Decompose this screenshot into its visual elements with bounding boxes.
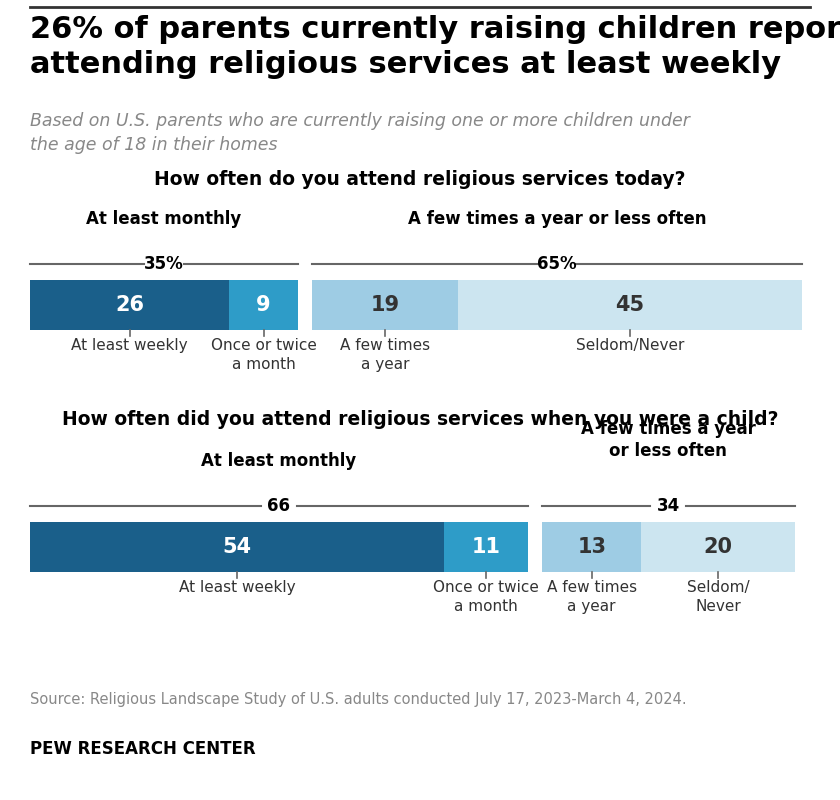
Bar	[30, 522, 444, 572]
Bar	[444, 522, 528, 572]
Text: Once or twice
a month: Once or twice a month	[211, 338, 317, 371]
Text: Once or twice
a month: Once or twice a month	[433, 580, 538, 614]
Text: 13: 13	[577, 537, 606, 557]
Text: 19: 19	[370, 295, 400, 315]
Text: At least weekly: At least weekly	[179, 580, 295, 595]
Text: Based on U.S. parents who are currently raising one or more children under
the a: Based on U.S. parents who are currently …	[30, 112, 690, 154]
Bar	[229, 280, 298, 330]
Text: 9: 9	[256, 295, 271, 315]
Text: At least monthly: At least monthly	[202, 452, 356, 470]
Text: 11: 11	[471, 537, 501, 557]
Text: 66: 66	[267, 497, 291, 515]
Bar	[30, 280, 229, 330]
Text: 35%: 35%	[144, 255, 184, 273]
Text: How often do you attend religious services today?: How often do you attend religious servic…	[155, 170, 685, 189]
Text: 65%: 65%	[538, 255, 577, 273]
Text: At least monthly: At least monthly	[87, 210, 242, 228]
Text: 26: 26	[115, 295, 144, 315]
Text: 26% of parents currently raising children report
attending religious services at: 26% of parents currently raising childre…	[30, 15, 840, 78]
Text: 20: 20	[704, 537, 732, 557]
Bar	[642, 522, 795, 572]
Text: PEW RESEARCH CENTER: PEW RESEARCH CENTER	[30, 740, 255, 758]
Text: Source: Religious Landscape Study of U.S. adults conducted July 17, 2023-March 4: Source: Religious Landscape Study of U.S…	[30, 692, 686, 707]
Text: A few times
a year: A few times a year	[340, 338, 430, 371]
Text: A few times a year
or less often: A few times a year or less often	[580, 420, 756, 460]
Bar	[458, 280, 802, 330]
Text: How often did you attend religious services when you were a child?: How often did you attend religious servi…	[62, 410, 778, 429]
Text: 45: 45	[616, 295, 644, 315]
Text: Seldom/Never: Seldom/Never	[575, 338, 684, 353]
Text: A few times
a year: A few times a year	[547, 580, 637, 614]
Bar	[542, 522, 642, 572]
Text: A few times a year or less often: A few times a year or less often	[408, 210, 706, 228]
Text: At least weekly: At least weekly	[71, 338, 188, 353]
Bar	[312, 280, 458, 330]
Text: Seldom/
Never: Seldom/ Never	[687, 580, 749, 614]
Text: 54: 54	[223, 537, 251, 557]
Text: 34: 34	[657, 497, 680, 515]
